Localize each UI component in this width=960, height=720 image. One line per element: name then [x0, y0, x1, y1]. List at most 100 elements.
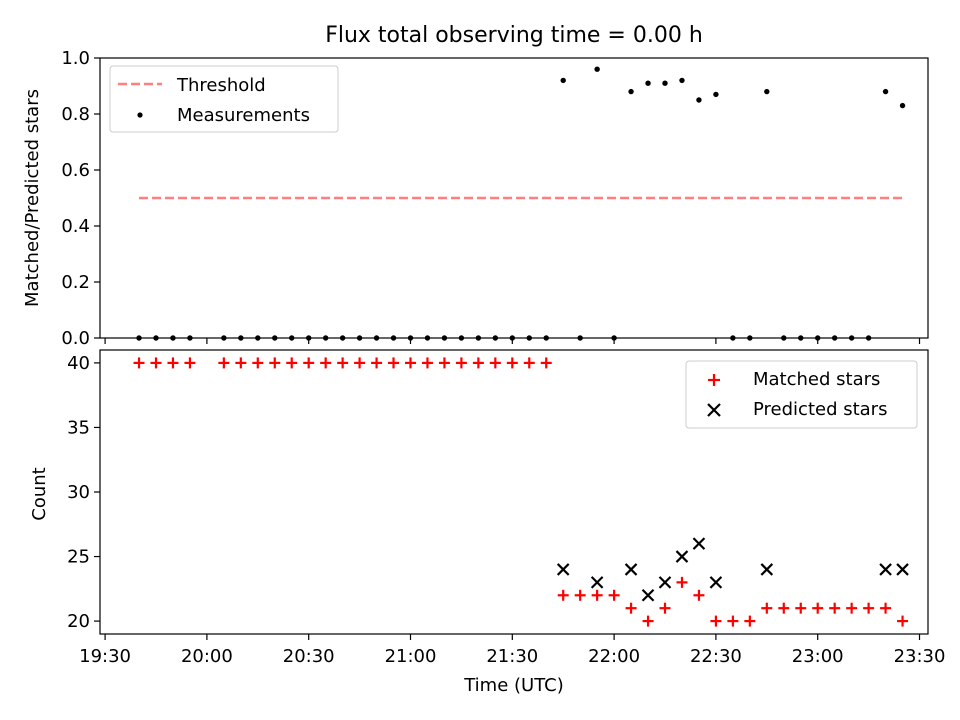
predicted-star-point	[556, 563, 570, 576]
predicted-star-point	[675, 550, 689, 563]
ratio-y-tick-label: 0.6	[61, 160, 90, 181]
measurement-point	[696, 97, 702, 103]
predicted-star-point	[709, 576, 723, 589]
measurement-point	[679, 77, 685, 84]
measurement-point	[764, 88, 770, 95]
matched-star-point	[421, 357, 433, 369]
predicted-star-point	[590, 576, 604, 589]
ratio-axes: 0.0 0.2 0.4 0.6 0.8 1.0	[61, 48, 921, 349]
matched-star-point	[693, 589, 705, 601]
matched-star-point	[354, 357, 366, 369]
matched-star-point	[710, 615, 722, 627]
matched-star-point	[371, 357, 383, 369]
predicted-legend-label: Predicted stars	[753, 399, 887, 420]
count-x-axis-label: Time (UTC)	[463, 675, 564, 696]
matched-star-point	[506, 357, 518, 369]
predicted-star-point	[658, 576, 672, 589]
matched-star-point	[184, 357, 196, 369]
matched-star-point	[252, 357, 264, 369]
matched-star-point	[218, 357, 230, 369]
matched-star-point	[795, 602, 807, 614]
matched-star-point	[150, 357, 162, 369]
chart-title: Flux total observing time = 0.00 h	[325, 23, 703, 48]
matched-star-point	[897, 615, 909, 627]
ratio-y-tick-label: 0.4	[61, 216, 90, 237]
count-x-tick-label: 21:00	[385, 646, 437, 667]
matched-star-point	[303, 357, 315, 369]
ratio-panel: 0.0 0.2 0.4 0.6 0.8 1.0 Matched/Predicted sta…	[22, 48, 929, 349]
matched-star-point	[727, 615, 739, 627]
matched-star-point	[540, 357, 552, 369]
predicted-star-point	[896, 563, 909, 576]
measurement-point	[882, 88, 889, 95]
matched-star-point	[286, 357, 298, 369]
ratio-y-tick-label: 1.0	[61, 48, 90, 69]
count-x-tick-label: 20:00	[181, 646, 233, 667]
matched-star-point	[744, 615, 756, 627]
matched-star-point	[489, 357, 501, 369]
ratio-plot-frame	[99, 57, 929, 339]
matched-star-point	[438, 357, 450, 369]
count-x-tick-label: 23:00	[792, 646, 844, 667]
count-y-tick-label: 20	[67, 611, 90, 632]
ratio-y-tick-label: 0.2	[61, 272, 90, 293]
matched-star-point	[659, 602, 671, 614]
matched-star-point	[574, 589, 586, 601]
matched-star-point	[455, 357, 467, 369]
count-y-axis-label: Count	[29, 467, 50, 520]
count-x-tick-label: 20:30	[283, 646, 335, 667]
predicted-star-point	[624, 563, 638, 576]
count-y-tick-label: 40	[67, 353, 90, 374]
matched-star-point	[235, 357, 247, 369]
count-marks	[133, 357, 909, 627]
matched-legend-swatch	[708, 374, 720, 386]
matched-star-point	[591, 589, 603, 601]
count-plot-frame	[99, 349, 929, 635]
count-x-tick-label: 22:30	[690, 646, 742, 667]
count-x-tick-label: 21:30	[486, 646, 538, 667]
matched-star-point	[337, 357, 349, 369]
predicted-star-point	[879, 563, 892, 576]
count-x-tick-label: 19:30	[79, 646, 131, 667]
matched-star-point	[167, 357, 179, 369]
measurements-legend-label: Measurements	[177, 105, 310, 126]
count-legend-frame	[685, 360, 918, 429]
matched-legend-label: Matched stars	[753, 369, 880, 390]
matched-star-point	[269, 357, 281, 369]
matched-star-point	[778, 602, 790, 614]
matched-star-point	[863, 602, 875, 614]
predicted-star-point	[760, 563, 774, 576]
ratio-legend: Threshold Measurements	[109, 65, 339, 133]
matched-star-point	[625, 602, 637, 614]
measurement-point	[713, 91, 719, 98]
matched-star-point	[523, 357, 535, 369]
predicted-star-point	[692, 537, 706, 550]
measurement-point	[560, 77, 566, 84]
count-panel: 20 25 30 35 40 19:30 20:00 20:30 21:00 21:30 22:00…	[29, 349, 945, 696]
count-legend: Matched stars Predicted stars	[685, 360, 918, 429]
measurement-point	[662, 80, 668, 86]
matched-star-point	[133, 357, 145, 369]
measurement-point	[594, 66, 600, 72]
count-x-tick-label: 23:30	[894, 646, 946, 667]
count-axes: 20 25 30 35 40 19:30 20:00 20:30 21:00 21:30 22:00…	[67, 353, 945, 667]
measurement-point	[645, 80, 651, 86]
matched-star-point	[320, 357, 332, 369]
count-y-tick-label: 25	[67, 547, 90, 568]
ratio-legend-frame	[109, 65, 339, 133]
count-y-tick-label: 35	[67, 417, 90, 438]
measurement-point	[628, 88, 634, 95]
matched-star-point	[608, 589, 620, 601]
matched-star-point	[880, 602, 892, 614]
predicted-star-point	[641, 588, 655, 602]
matched-star-point	[557, 589, 569, 601]
measurements-legend-swatch	[137, 112, 143, 118]
ratio-y-tick-label: 0.0	[61, 328, 90, 349]
predicted-legend-swatch	[707, 403, 721, 417]
matched-star-point	[812, 602, 824, 614]
ratio-y-tick-label: 0.8	[61, 104, 90, 125]
matched-star-point	[676, 576, 688, 588]
matched-star-point	[761, 602, 773, 614]
measurement-point	[899, 102, 906, 109]
